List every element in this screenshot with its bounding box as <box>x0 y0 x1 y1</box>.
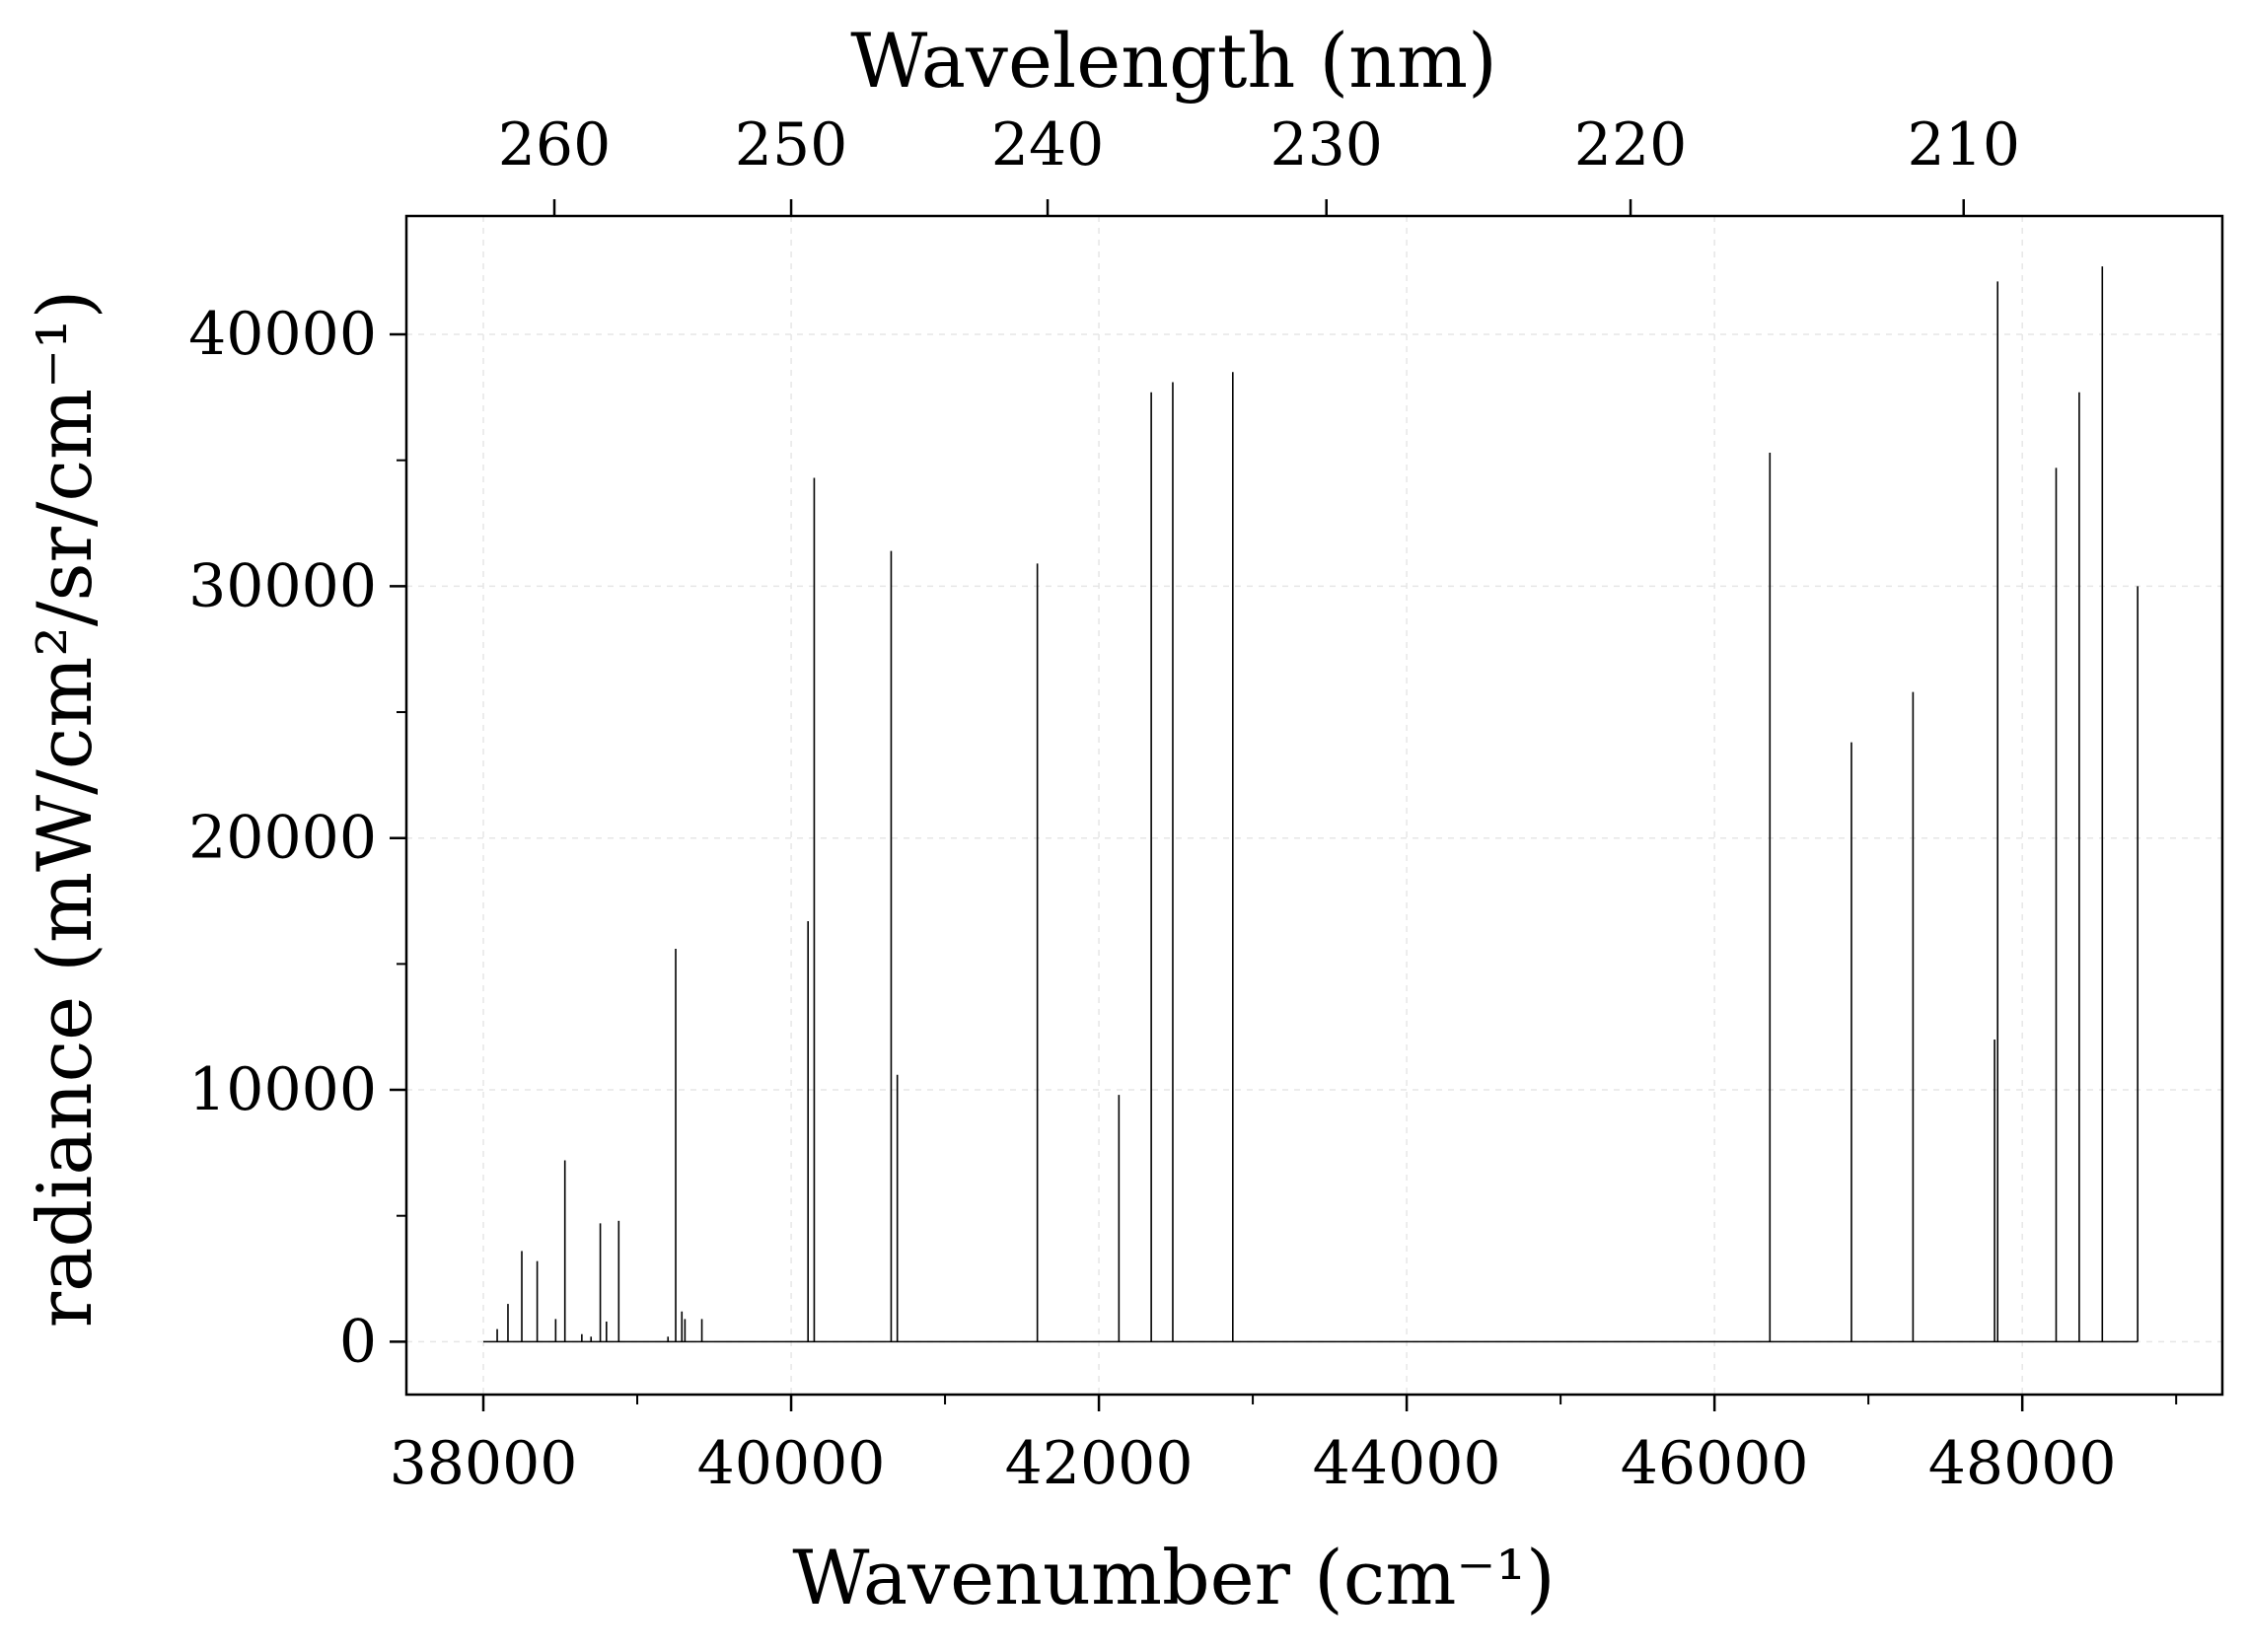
secondary-x-axis-title: Wavelength (nm) <box>850 17 1497 105</box>
x-tick-label: 48000 <box>1928 1429 2117 1498</box>
y-axis-title: radiance (mW/cm²/sr/cm⁻¹) <box>21 290 109 1329</box>
top-tick-label: 220 <box>1574 110 1688 180</box>
tick-labels: 38000 40000 42000 44000 46000 48000 0 10000 2000… <box>188 110 2116 1498</box>
y-tick-label: 10000 <box>188 1055 377 1124</box>
top-tick-label: 260 <box>498 110 612 180</box>
y-tick-label: 0 <box>339 1307 377 1376</box>
x-tick-label: 46000 <box>1621 1429 1809 1498</box>
x-axis-title: Wavenumber (cm⁻¹) <box>792 1534 1555 1621</box>
top-tick-label: 240 <box>991 110 1105 180</box>
top-tick-label: 250 <box>735 110 848 180</box>
x-tick-label: 44000 <box>1313 1429 1501 1498</box>
tick-marks <box>390 199 2178 1411</box>
spectral-lines <box>483 266 2138 1343</box>
top-tick-label: 210 <box>1907 110 2020 180</box>
top-tick-label: 230 <box>1269 110 1383 180</box>
y-tick-label: 30000 <box>188 551 377 620</box>
y-tick-label: 20000 <box>188 804 377 873</box>
x-tick-label: 38000 <box>390 1429 578 1498</box>
y-tick-label: 40000 <box>188 300 377 369</box>
x-tick-label: 40000 <box>697 1429 886 1498</box>
x-tick-label: 42000 <box>1005 1429 1194 1498</box>
plot-frame <box>404 214 2224 1397</box>
